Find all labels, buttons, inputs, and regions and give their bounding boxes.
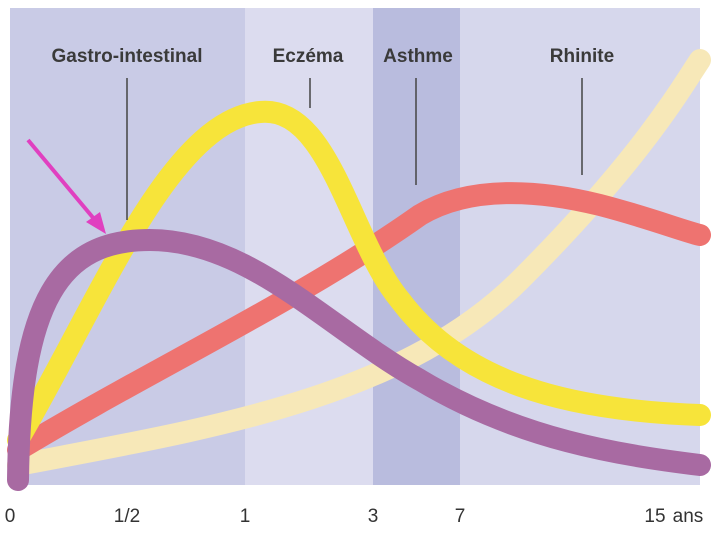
- arrow-shaft: [26, 138, 102, 228]
- x-tick-label: 0: [5, 506, 16, 527]
- x-tick-label: 15: [644, 506, 665, 527]
- annotation: Eczéma: [273, 46, 344, 67]
- rhinite-curve: [7, 49, 711, 476]
- leader-lines: [126, 78, 583, 220]
- annotation: Asthme: [383, 46, 453, 67]
- annotation: Gastro-intestinal: [52, 46, 203, 67]
- x-tick-label: 7: [455, 506, 466, 527]
- gastro-curve: [7, 228, 711, 491]
- arrow: [26, 138, 106, 234]
- annotation: Rhinite: [550, 46, 614, 67]
- x-tick-label: 3: [368, 506, 379, 527]
- x-tick-label: 1/2: [114, 506, 140, 527]
- arrow-head: [86, 212, 106, 234]
- asthme-curve: [7, 182, 711, 461]
- x-tick-label: ans: [673, 506, 704, 527]
- x-tick-label: 1: [240, 506, 251, 527]
